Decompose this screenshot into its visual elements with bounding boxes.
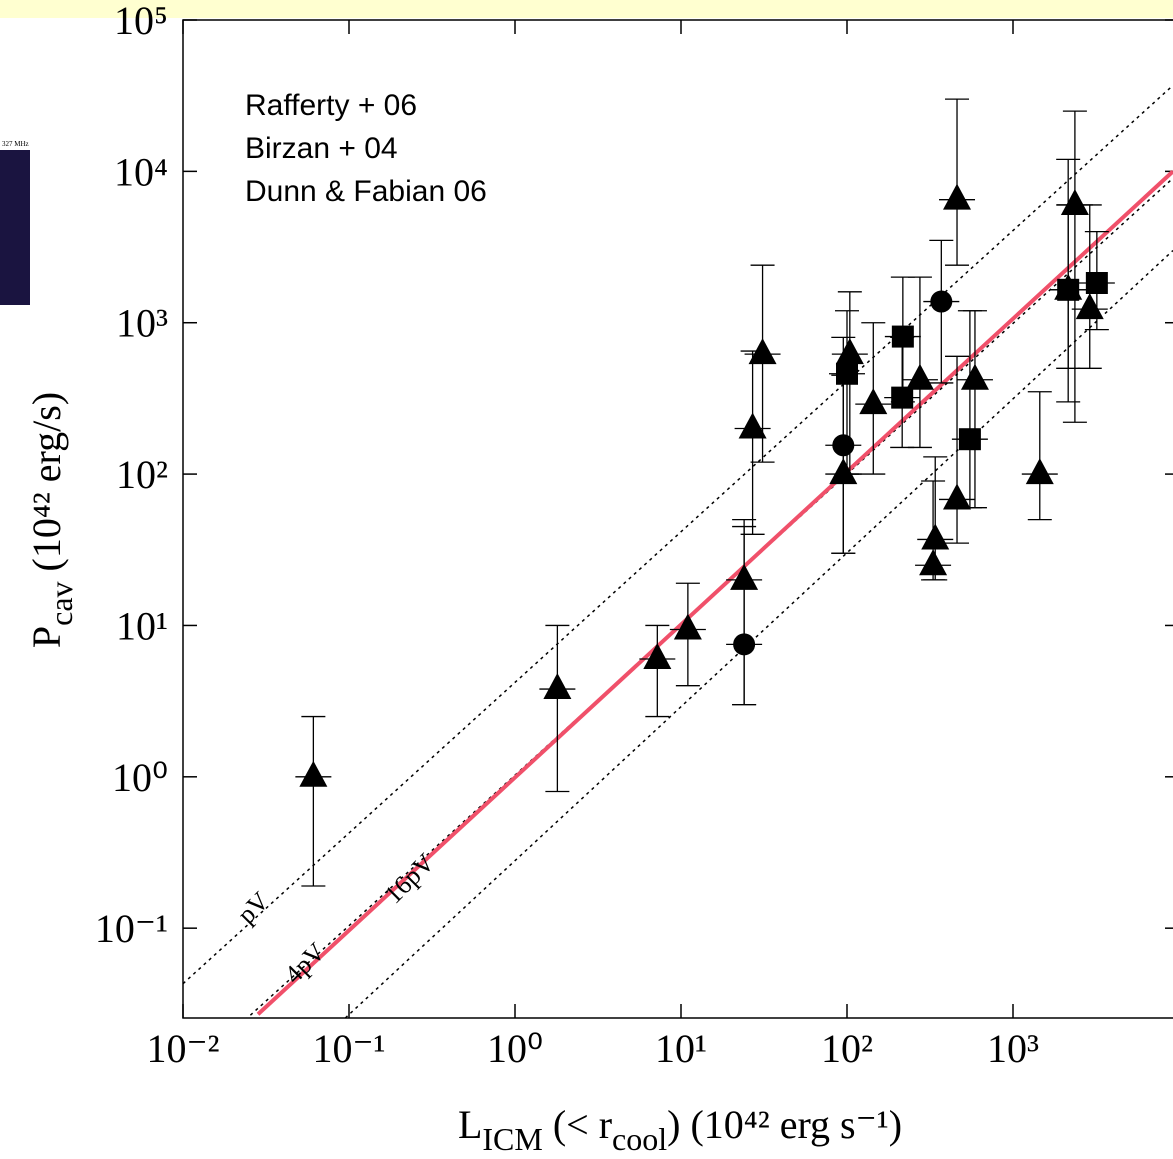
triangle-point xyxy=(1025,458,1054,485)
line-label: pV xyxy=(232,886,275,929)
inset-header xyxy=(0,140,30,150)
top-strip xyxy=(0,0,1173,18)
x-tick-label: 10⁻¹ xyxy=(312,1026,385,1071)
x-label-part: ICM xyxy=(482,1121,542,1157)
y-tick-label: 10² xyxy=(116,452,168,497)
triangle-point xyxy=(943,183,972,210)
fit-line xyxy=(256,169,1173,1016)
plot-frame xyxy=(182,19,1173,1019)
x-label-part: (< r xyxy=(543,1102,612,1147)
triangle-point xyxy=(905,363,934,390)
square-point xyxy=(1085,271,1108,294)
circle-point xyxy=(733,633,756,656)
y-tick-label: 10¹ xyxy=(116,603,168,648)
reference-line xyxy=(344,249,1173,1018)
triangle-point xyxy=(921,523,950,550)
circle-point xyxy=(930,290,953,313)
x-tick-label: 10⁰ xyxy=(487,1026,543,1071)
inset-label: 327 MHz xyxy=(2,140,29,148)
x-tick-label: 10⁻² xyxy=(146,1026,219,1071)
y-tick-label: 10⁵ xyxy=(114,0,168,43)
triangle-point xyxy=(748,338,777,365)
triangle-point xyxy=(859,388,888,415)
x-label-part: cool xyxy=(612,1121,667,1157)
reference-line xyxy=(183,84,1173,985)
triangle-point xyxy=(1060,188,1089,215)
x-tick-label: 10¹ xyxy=(655,1026,707,1071)
triangle-point xyxy=(960,363,989,390)
reference-line xyxy=(246,177,1173,1018)
square-point xyxy=(891,325,914,348)
annotation: Birzan + 04 xyxy=(245,132,398,165)
square-point xyxy=(891,386,914,409)
y-tick-label: 10³ xyxy=(116,301,168,346)
circle-point xyxy=(832,434,855,457)
annotation: Rafferty + 06 xyxy=(245,89,417,122)
plot-area xyxy=(183,84,1173,1018)
x-tick-label: 10³ xyxy=(987,1026,1039,1071)
square-point xyxy=(836,362,858,385)
x-label-part: ) (10⁴² erg s⁻¹) xyxy=(667,1102,902,1147)
triangle-point xyxy=(643,643,672,670)
x-axis-label: LICM (< rcool) (10⁴² erg s⁻¹) xyxy=(458,1102,902,1157)
y-label-part: cav xyxy=(43,581,79,625)
x-label-part: L xyxy=(458,1102,482,1147)
y-label-part: (10⁴² erg/s) xyxy=(24,392,69,582)
x-tick-label: 10² xyxy=(821,1026,873,1071)
triangle-point xyxy=(835,338,864,365)
triangle-point xyxy=(543,673,572,700)
y-tick-label: 10⁻¹ xyxy=(95,906,168,951)
inset-image xyxy=(0,150,30,305)
square-point xyxy=(1057,278,1080,301)
y-label-part: P xyxy=(24,626,69,648)
triangle-point xyxy=(299,760,328,787)
annotation: Dunn & Fabian 06 xyxy=(245,175,487,208)
triangle-point xyxy=(919,549,948,576)
y-tick-label: 10⁴ xyxy=(114,149,168,194)
triangle-point xyxy=(738,412,767,439)
square-point xyxy=(958,428,981,451)
y-axis-label: Pcav (10⁴² erg/s) xyxy=(24,392,79,648)
triangle-point xyxy=(673,613,702,640)
triangle-point xyxy=(943,483,972,510)
y-tick-label: 10⁰ xyxy=(112,755,168,800)
